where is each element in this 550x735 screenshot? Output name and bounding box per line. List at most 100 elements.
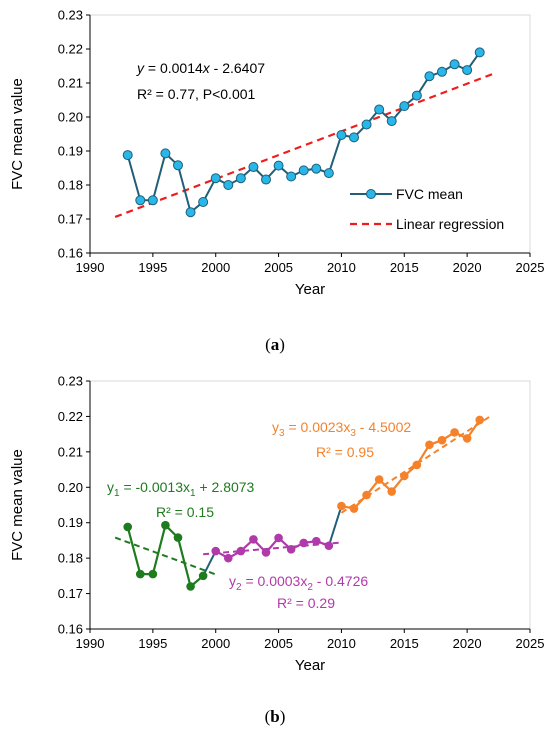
data-point bbox=[286, 171, 297, 182]
data-point bbox=[261, 174, 271, 185]
data-point bbox=[223, 180, 234, 190]
fit-line-1 bbox=[114, 536, 217, 576]
y-tick-label: 0.23 bbox=[58, 374, 83, 389]
chart-b-r2-2: R² = 0.29 bbox=[277, 595, 335, 611]
data-point bbox=[462, 65, 473, 76]
data-point bbox=[311, 536, 321, 546]
data-point bbox=[323, 168, 334, 179]
data-point bbox=[235, 173, 246, 184]
data-point bbox=[450, 428, 459, 437]
chart-b-equation-3: y3 = 0.0023x3 - 4.5002 bbox=[272, 419, 411, 439]
chart-b-series bbox=[123, 415, 485, 591]
data-point bbox=[437, 66, 447, 77]
y-tick-label: 0.16 bbox=[58, 246, 83, 261]
y-tick-label: 0.22 bbox=[58, 409, 83, 424]
data-point bbox=[424, 71, 435, 82]
y-tick-label: 0.21 bbox=[58, 76, 83, 91]
x-axis-label: Year bbox=[295, 281, 325, 298]
chart-a-regression bbox=[114, 73, 493, 218]
y-tick-label: 0.18 bbox=[58, 551, 83, 566]
data-point bbox=[186, 582, 195, 591]
y-tick-label: 0.18 bbox=[58, 178, 83, 193]
data-point bbox=[198, 571, 208, 581]
data-point bbox=[324, 541, 334, 551]
data-point bbox=[362, 490, 371, 500]
data-point bbox=[211, 546, 221, 556]
data-point bbox=[374, 104, 385, 115]
data-point bbox=[462, 434, 472, 443]
data-point bbox=[361, 119, 372, 130]
data-point bbox=[311, 163, 322, 174]
data-point bbox=[135, 569, 145, 579]
x-tick-label: 1990 bbox=[76, 260, 105, 275]
legend-regression-label: Linear regression bbox=[396, 216, 504, 232]
data-point bbox=[185, 207, 196, 218]
x-tick-label: 2020 bbox=[453, 636, 482, 651]
x-tick-label: 2010 bbox=[327, 260, 356, 275]
data-point bbox=[135, 195, 146, 206]
chart-a-axes: 0.16 0.17 0.18 0.19 0.20 0.21 0.22 0.23 1990 1995… bbox=[9, 8, 544, 299]
x-tick-label: 2000 bbox=[201, 260, 230, 275]
data-point bbox=[337, 501, 346, 511]
data-point bbox=[298, 165, 309, 176]
data-point bbox=[349, 504, 359, 513]
data-point bbox=[474, 47, 485, 58]
chart-a-r2: R² = 0.77, P<0.001 bbox=[137, 86, 256, 102]
chart-b: 0.16 0.17 0.18 0.19 0.20 0.21 0.22 0.23 1990 1995… bbox=[9, 374, 544, 727]
chart-b-equation-1: y1 = -0.0013x1 + 2.8073 bbox=[107, 479, 255, 499]
x-tick-label: 2015 bbox=[390, 260, 419, 275]
y-tick-label: 0.19 bbox=[58, 515, 83, 530]
segment-line-2 bbox=[215, 536, 330, 560]
data-point bbox=[399, 101, 410, 112]
y-tick-label: 0.22 bbox=[58, 42, 83, 57]
data-point bbox=[273, 160, 284, 171]
data-point bbox=[147, 195, 158, 206]
x-tick-label: 2000 bbox=[201, 636, 230, 651]
data-point bbox=[249, 535, 258, 544]
data-point bbox=[210, 173, 221, 184]
chart-a: 0.16 0.17 0.18 0.19 0.20 0.21 0.22 0.23 1990 1995… bbox=[9, 8, 544, 355]
x-tick-label: 1995 bbox=[138, 260, 167, 275]
chart-a-legend: FVC mean Linear regression bbox=[350, 186, 504, 232]
y-tick-label: 0.20 bbox=[58, 110, 83, 125]
regression-line bbox=[114, 73, 493, 218]
data-point bbox=[274, 533, 283, 543]
data-point bbox=[173, 533, 183, 542]
y-tick-label: 0.19 bbox=[58, 144, 83, 159]
x-tick-label: 2015 bbox=[390, 636, 419, 651]
data-point bbox=[223, 553, 233, 563]
data-point bbox=[387, 487, 397, 496]
chart-a-series bbox=[122, 47, 485, 218]
y-tick-label: 0.21 bbox=[58, 444, 83, 459]
data-point bbox=[449, 59, 460, 70]
y-tick-label: 0.20 bbox=[58, 480, 83, 495]
legend-fvc-marker bbox=[366, 189, 376, 199]
y-tick-label: 0.17 bbox=[58, 586, 83, 601]
x-tick-label: 2020 bbox=[453, 260, 482, 275]
data-point bbox=[437, 435, 447, 445]
data-point bbox=[349, 132, 359, 143]
data-point bbox=[160, 148, 171, 159]
data-point bbox=[399, 471, 409, 481]
data-point bbox=[161, 520, 170, 530]
y-tick-label: 0.23 bbox=[58, 8, 83, 23]
data-point bbox=[148, 569, 158, 579]
data-point bbox=[336, 130, 347, 141]
chart-b-axes: 0.16 0.17 0.18 0.19 0.20 0.21 0.22 0.23 1990 1995… bbox=[9, 374, 544, 675]
data-point bbox=[475, 415, 485, 425]
data-point bbox=[123, 522, 133, 532]
data-point bbox=[198, 197, 209, 207]
segment-connector bbox=[202, 550, 217, 577]
y-tick-label: 0.17 bbox=[58, 212, 83, 227]
x-tick-label: 2010 bbox=[327, 636, 356, 651]
x-tick-label: 1990 bbox=[76, 636, 105, 651]
data-point bbox=[299, 538, 309, 548]
chart-b-r2-3: R² = 0.95 bbox=[316, 444, 374, 460]
x-axis-label: Year bbox=[295, 657, 325, 674]
segment-connector bbox=[327, 505, 343, 547]
x-tick-label: 1995 bbox=[138, 636, 167, 651]
x-tick-label: 2025 bbox=[516, 636, 545, 651]
data-point bbox=[286, 544, 296, 554]
y-axis-label: FVC mean value bbox=[9, 449, 26, 561]
